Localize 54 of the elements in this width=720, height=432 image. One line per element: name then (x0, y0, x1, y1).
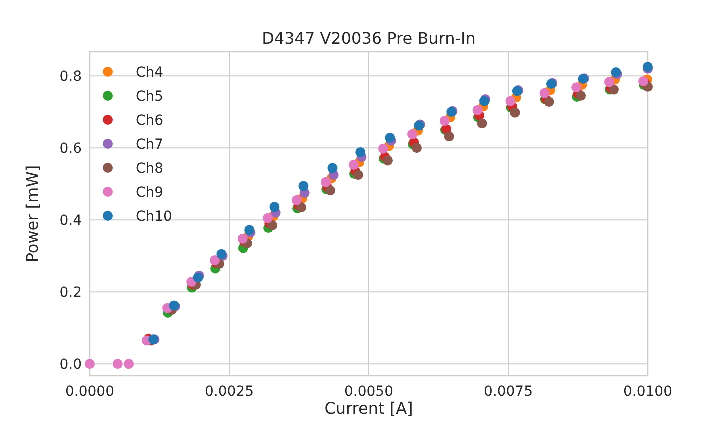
point (506, 96, 516, 106)
legend-label: Ch7 (136, 137, 164, 153)
legend-label: Ch9 (136, 185, 164, 201)
point (382, 156, 393, 166)
y-tick-label: 0.4 (60, 213, 82, 230)
point (412, 143, 422, 154)
point (544, 97, 554, 108)
legend-label: Ch5 (136, 89, 164, 105)
point (378, 144, 389, 154)
point (267, 220, 278, 231)
y-tick-label: 0.8 (60, 69, 82, 86)
point (576, 90, 586, 101)
x-tick-label: 0.0000 (66, 384, 114, 400)
point (296, 202, 306, 213)
point (353, 170, 364, 180)
point (540, 88, 550, 98)
y-tick-label: 0.2 (60, 285, 82, 302)
point (292, 195, 302, 206)
legend-label: Ch8 (136, 161, 164, 177)
point (385, 133, 396, 144)
y-axis-title: Power [mW] (23, 165, 42, 263)
point (321, 177, 332, 188)
point (472, 105, 483, 116)
x-axis-title: Current [A] (324, 399, 414, 418)
point (477, 118, 488, 129)
point (270, 202, 280, 212)
point (408, 129, 418, 140)
point (326, 186, 336, 196)
point (124, 359, 134, 370)
point (263, 213, 273, 224)
point (604, 77, 614, 88)
legend-label: Ch10 (136, 209, 172, 225)
y-tick-label: 0.0 (60, 357, 82, 374)
point (572, 82, 582, 93)
y-tick-label: 0.6 (60, 141, 82, 158)
x-tick-label: 0.0100 (624, 384, 672, 400)
point (356, 147, 366, 158)
point (85, 359, 95, 370)
point (348, 160, 359, 170)
point (298, 181, 309, 192)
point (440, 116, 450, 126)
chart-title: D4347 V20036 Pre Burn-In (262, 29, 476, 48)
x-tick-label: 0.0050 (344, 384, 394, 400)
point (510, 108, 520, 118)
legend-label: Ch4 (136, 65, 164, 81)
point (244, 225, 255, 236)
point (238, 234, 248, 244)
legend-label: Ch6 (136, 113, 164, 129)
x-tick-label: 0.0025 (205, 384, 254, 400)
point (328, 163, 338, 174)
point (444, 132, 454, 142)
point (608, 84, 619, 95)
point (112, 359, 123, 370)
x-tick-label: 0.0075 (484, 384, 533, 400)
